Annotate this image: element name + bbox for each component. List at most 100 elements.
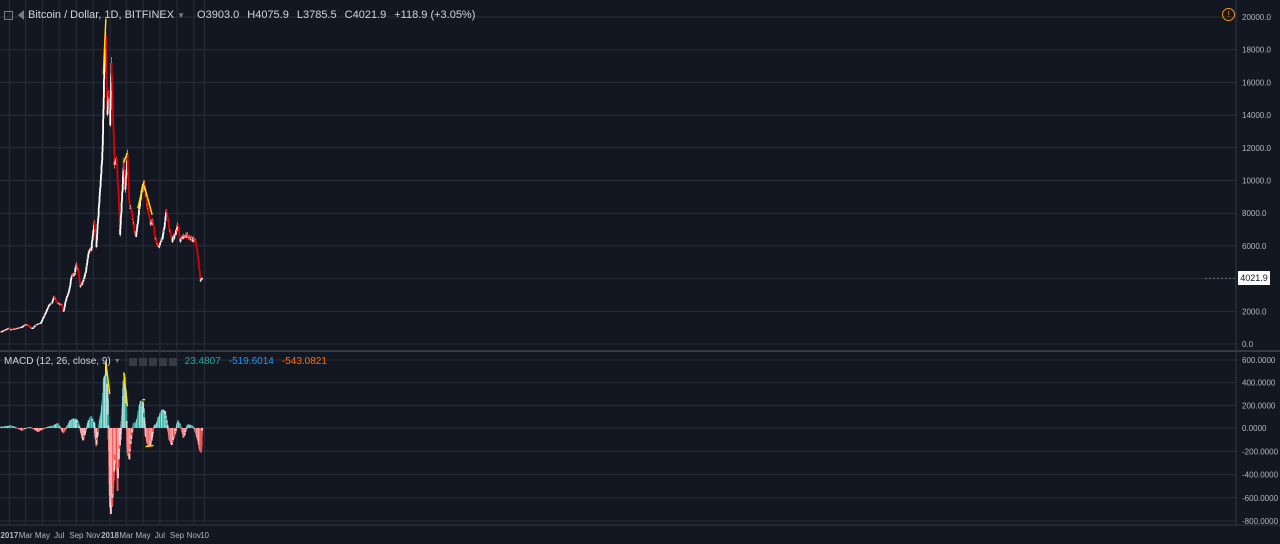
candle-body [69,281,72,285]
time-tick-label: May [136,531,151,540]
candle-body [160,239,163,242]
warning-circle-icon[interactable]: ! [1222,8,1235,21]
chevron-down-icon[interactable]: ▼ [177,10,186,20]
macd-label[interactable]: MACD (12, 26, close, 9) [4,356,111,367]
candle-body [101,145,104,153]
candle-body [62,311,65,313]
time-tick-label: Nov [187,531,201,540]
macd-histogram-bar [152,428,155,429]
price-tick-label: 6000.0 [1242,242,1267,251]
more-icon[interactable] [168,357,177,366]
chevron-down-icon[interactable]: ▼ [113,358,121,365]
exchange-logo-icon [18,10,24,20]
candle-body [128,190,130,200]
candle-body [51,301,54,304]
candle-body [116,168,119,178]
eye-icon[interactable] [128,357,137,366]
candle-body [112,122,115,127]
macd-histogram-bar [200,428,203,447]
macd-histogram-bar [119,428,122,435]
candle-body [153,232,156,236]
candle-body [148,215,151,217]
macd-histogram-bar [106,399,109,428]
candle-body [44,313,47,314]
candle-body [61,306,64,308]
candle-body [198,265,200,269]
candle-body [198,271,201,276]
candle-body [47,305,50,307]
settings-icon[interactable] [138,357,147,366]
candle-body [199,275,202,279]
macd-histogram-bar [107,414,110,428]
macd-histogram-bar [85,428,88,430]
candle-body [50,303,52,305]
candle-body [80,285,83,286]
candle-body [198,268,201,270]
candle-body [75,266,77,268]
symbol-title[interactable]: Bitcoin / Dollar, 1D, BITFINEX [28,9,175,21]
candle-body [81,281,84,285]
candle-body [112,134,115,146]
candle-body [127,172,130,180]
collapse-square-icon[interactable] [4,10,13,20]
candle-body [179,240,182,242]
candle-body [109,92,112,98]
candle-body [154,236,157,239]
candle-body [61,305,64,307]
candle-body [136,224,139,228]
candle-body [68,290,71,291]
candle-body [85,270,87,273]
candle-body [178,232,181,235]
close-icon[interactable] [158,357,167,366]
candle-body [44,312,47,314]
candle-body [197,262,200,266]
candle-body [116,177,119,183]
candle-body [112,126,115,135]
price-tick-label: 20000.0 [1242,13,1271,22]
candle-body [61,307,64,310]
macd-histogram-bar [144,427,147,428]
candle-body [95,242,98,248]
candle-body [78,276,81,281]
price-tick-label: 12000.0 [1242,144,1271,153]
price-tick-label: 10000.0 [1242,177,1271,186]
candle-body [108,91,110,98]
macd-histogram-bar [97,428,100,429]
macd-trend-line-annotation [145,444,154,448]
macd-histogram-bar [200,428,203,437]
time-tick-label: Sep [170,531,185,540]
candle-body [171,238,174,242]
candle-body [153,227,156,230]
time-tick-label: Mar [119,531,133,540]
candle-body [105,69,108,81]
candle-body [168,228,171,231]
candle-body [34,325,37,327]
add-icon[interactable] [148,357,157,366]
candle-body [195,243,198,246]
macd-histogram-bar [120,428,123,430]
candle-body [194,239,197,241]
macd-histogram-bar [201,428,204,431]
last-price-tag: 4021.9 [1238,271,1270,286]
macd-histogram-bar [152,428,155,431]
macd-tick-label: 200.0000 [1242,401,1276,410]
time-tick-label: May [35,531,50,540]
macd-histogram-bar [131,428,134,432]
time-tick-label: 2017 [0,531,18,540]
macd-tick-label: 0.0000 [1242,424,1267,433]
candle-body [46,309,49,311]
macd-histogram-bar [59,427,62,428]
candle-body [145,199,148,204]
candle-body [64,302,67,304]
candle-body [174,234,177,236]
high-value: 4075.9 [255,9,289,21]
time-tick-label: Nov [86,531,100,540]
candle-body [131,216,134,220]
candle-body [78,274,81,277]
candle-body [128,199,131,203]
macd-histogram-bar [78,427,81,429]
candle-body [120,199,123,203]
trend-line-annotation [143,185,153,216]
